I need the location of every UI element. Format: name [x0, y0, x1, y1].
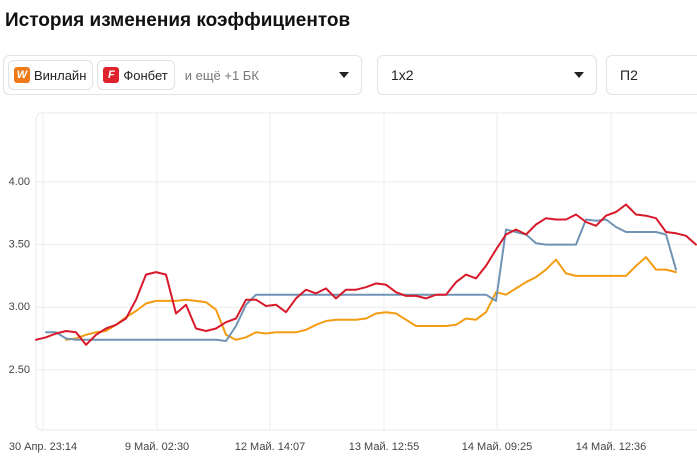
market-label: 1х2: [391, 67, 414, 83]
y-tick-label: 3.00: [9, 301, 30, 313]
x-tick-label: 14 Май. 09:25: [462, 441, 532, 453]
bookmaker-name: Винлайн: [34, 67, 87, 83]
x-tick-label: 14 Май. 12:36: [576, 441, 646, 453]
bookmaker-icon: W: [14, 67, 30, 83]
x-tick-label: 30 Апр. 23:14: [9, 441, 77, 453]
x-tick-label: 12 Май. 14:07: [235, 441, 305, 453]
dropdown-arrow: [574, 72, 584, 78]
outcome-label: П2: [620, 67, 638, 83]
more-bookmakers: и ещё +1 БК: [184, 67, 259, 83]
bookmaker-badge[interactable]: F Фонбет: [97, 60, 175, 90]
series-line: [45, 218, 677, 342]
dropdown-arrow: [339, 72, 349, 78]
bookmaker-name: Фонбет: [123, 67, 168, 83]
bookmaker-select[interactable]: W Винлайн F Фонбет и ещё +1 БК: [3, 55, 362, 95]
x-tick-label: 9 Май. 02:30: [125, 441, 189, 453]
series-line: [35, 203, 697, 346]
y-tick-label: 3.50: [9, 238, 30, 250]
page-title: История изменения коэффициентов: [5, 10, 351, 31]
bookmaker-badge[interactable]: W Винлайн: [8, 60, 94, 90]
plot-frame: [35, 112, 697, 431]
series-line: [65, 256, 677, 341]
y-tick-label: 2.50: [9, 364, 30, 376]
y-tick-label: 4.00: [9, 176, 30, 188]
outcome-select[interactable]: П2: [606, 55, 697, 95]
market-select[interactable]: 1х2: [377, 55, 597, 95]
bookmaker-icon: F: [103, 67, 120, 83]
x-tick-label: 13 Май. 12:55: [349, 441, 419, 453]
